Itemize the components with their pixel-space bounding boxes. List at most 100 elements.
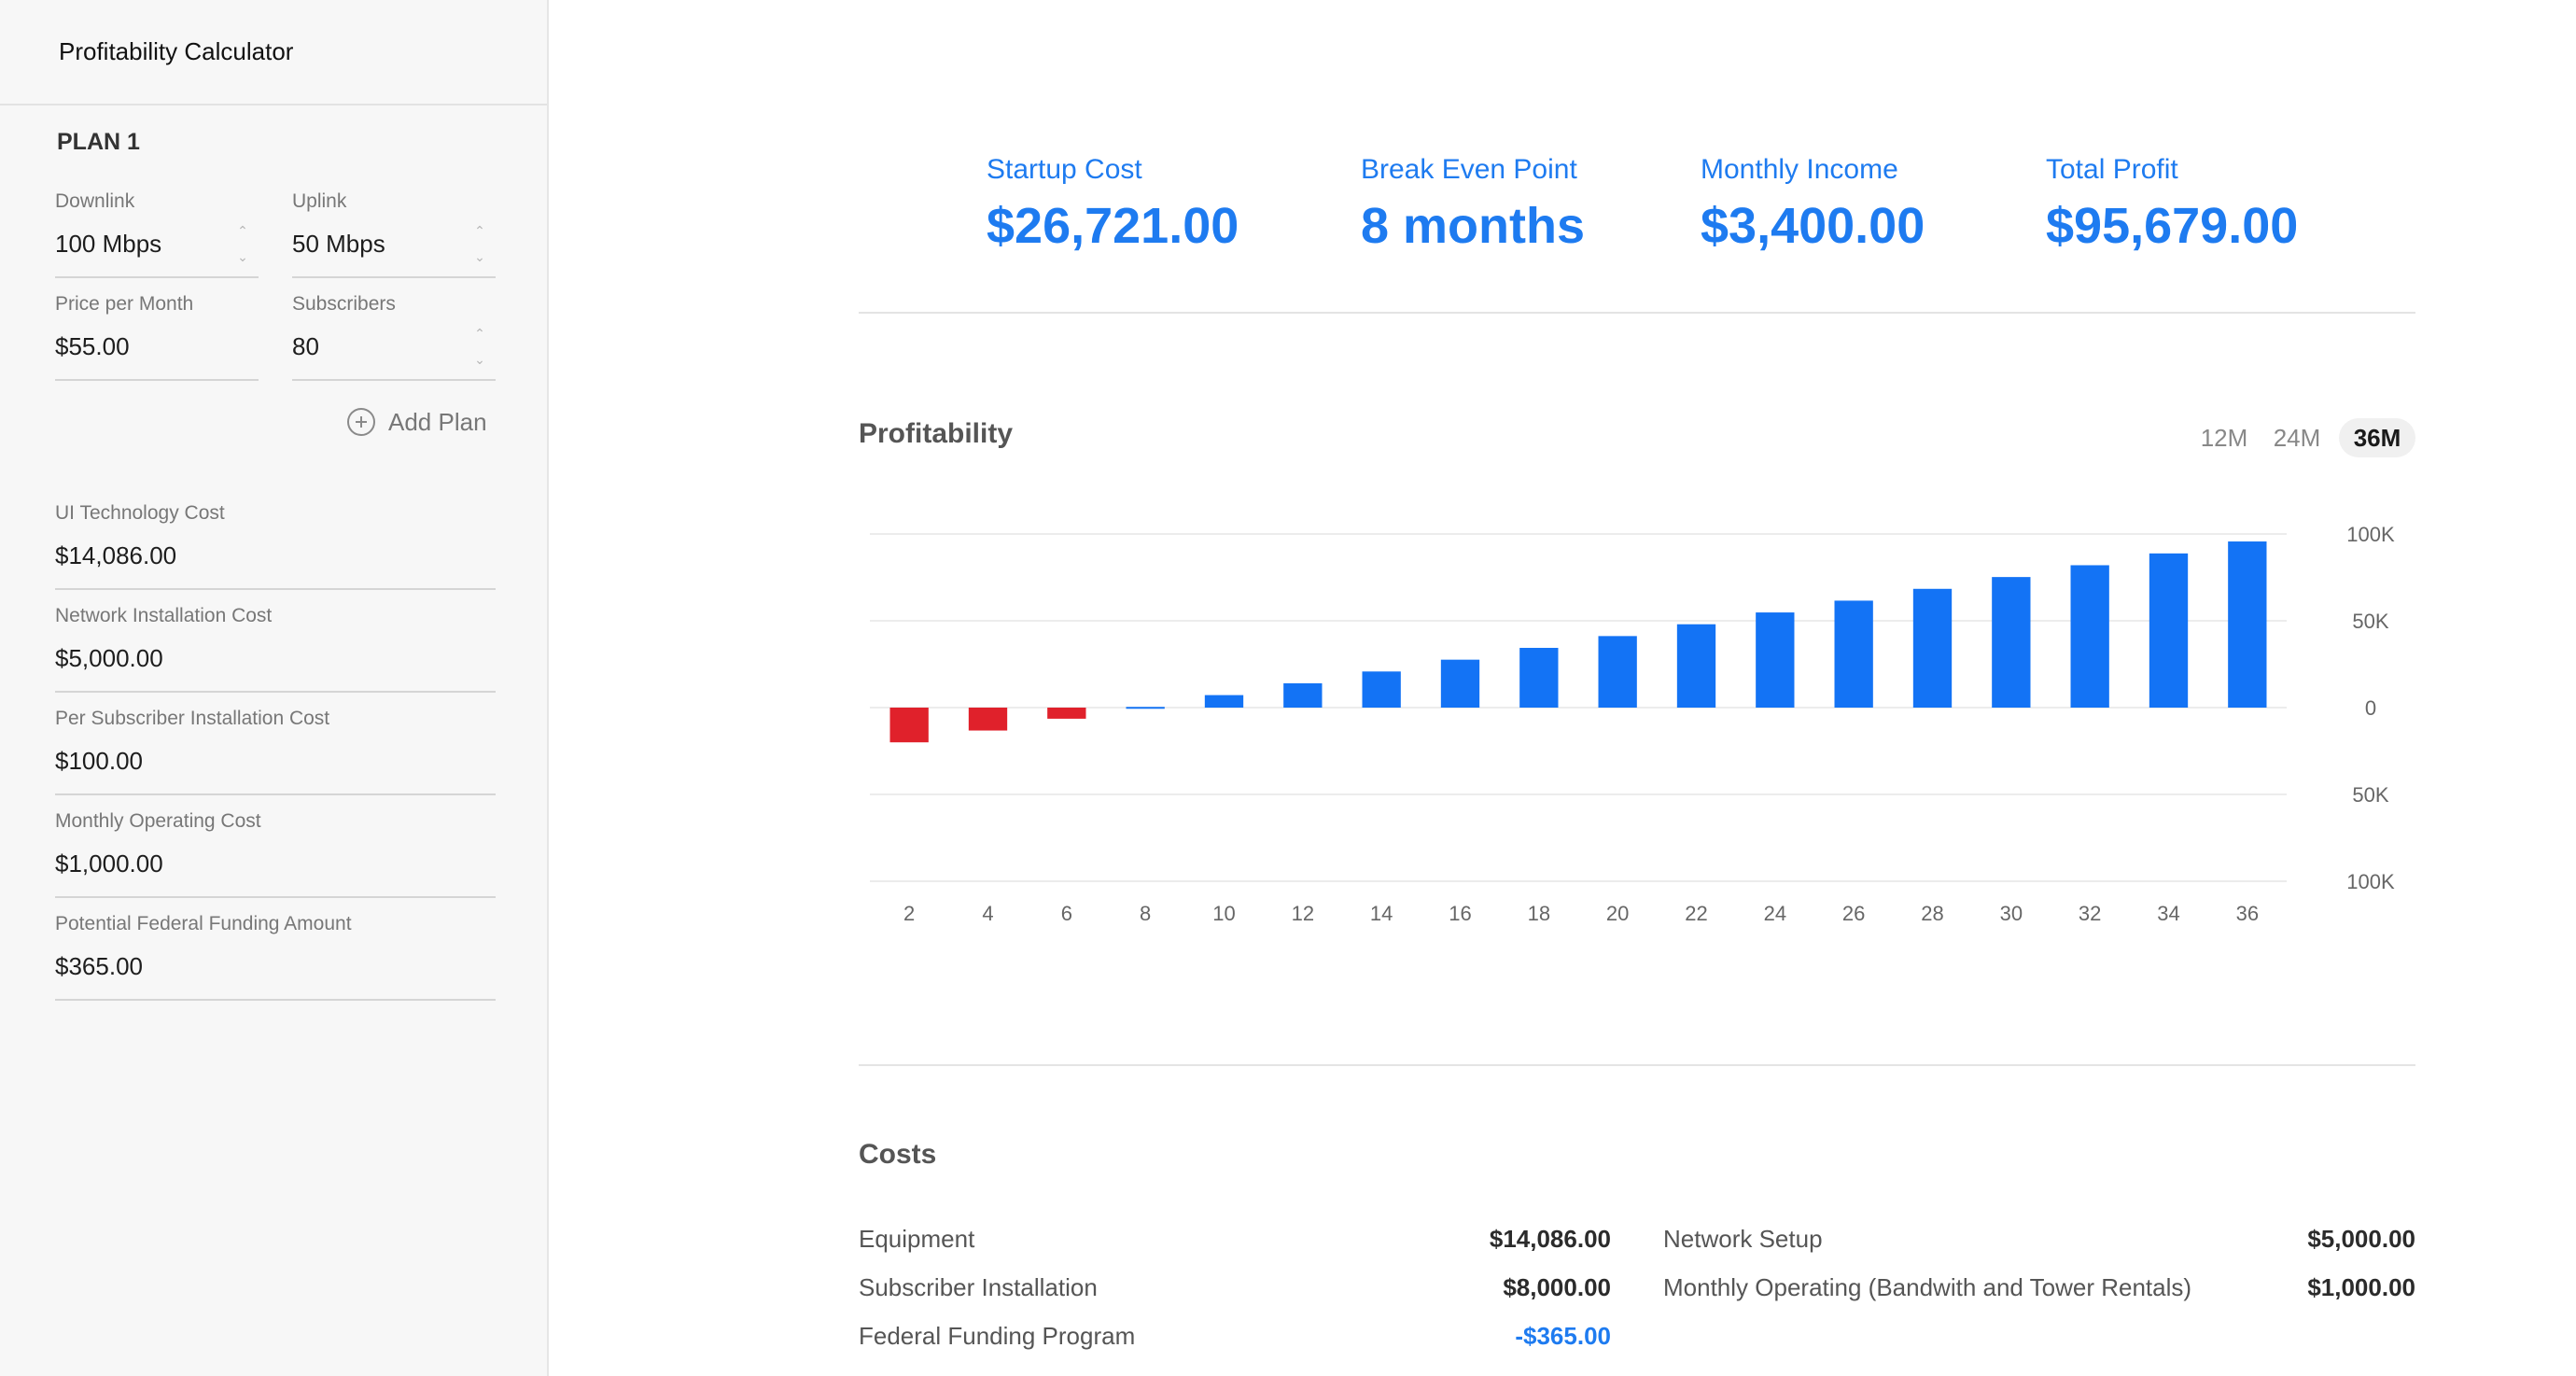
chart-bar — [2149, 553, 2189, 708]
chart-bar — [1283, 682, 1323, 708]
x-axis-labels: 2 4 6 8 10 12 14 16 18 20 22 24 26 28 30 32 34 36 — [903, 902, 2259, 925]
x-tick-label: 34 — [2157, 902, 2179, 925]
cost-label: Federal Funding Program — [859, 1322, 1136, 1350]
range-tab-36m[interactable]: 36M — [2339, 418, 2415, 457]
chart-bar — [1440, 659, 1480, 708]
uplink-stepper[interactable]: ⌃ ⌄ — [471, 224, 488, 263]
cost-value: -$365.00 — [1515, 1322, 1611, 1350]
sidebar: Profitability Calculator PLAN 1 Downlink… — [0, 0, 549, 1376]
chevron-down-icon[interactable]: ⌄ — [237, 249, 248, 264]
chevron-up-icon[interactable]: ⌃ — [474, 223, 485, 238]
cost-row-subscriber-installation: Subscriber Installation $8,000.00 — [859, 1273, 1611, 1307]
chevron-down-icon[interactable]: ⌄ — [474, 249, 485, 264]
cost-row-network-setup: Network Setup $5,000.00 — [1663, 1225, 2415, 1258]
summary-divider — [859, 312, 2415, 314]
chart-title: Profitability — [859, 418, 1014, 449]
x-tick-label: 32 — [2079, 902, 2101, 925]
plus-circle-icon[interactable] — [347, 408, 375, 436]
plan-heading: PLAN 1 — [57, 129, 140, 155]
chart-bar — [2228, 541, 2267, 708]
break-even-value: 8 months — [1361, 198, 1586, 254]
monthly-operating-cost-label: Monthly Operating Cost — [55, 810, 261, 832]
x-tick-label: 22 — [1685, 902, 1707, 925]
chevron-up-icon[interactable]: ⌃ — [237, 223, 248, 238]
monthly-income-label: Monthly Income — [1701, 154, 1898, 185]
y-tick-label: 50K — [2352, 610, 2388, 633]
x-tick-label: 36 — [2236, 902, 2259, 925]
chart-divider — [859, 1064, 2415, 1066]
y-tick-label: 100K — [2346, 870, 2395, 893]
subscribers-field[interactable]: Subscribers 80 ⌃ ⌄ — [292, 293, 496, 381]
y-tick-label: 50K — [2352, 783, 2388, 807]
profitability-chart: 2 4 6 8 10 12 14 16 18 20 22 24 26 28 30 32 34 36 100K50K… — [870, 523, 2395, 925]
chart-bar — [1992, 577, 2031, 708]
y-axis-labels: 100K 50K 0 50K 100K — [2346, 523, 2395, 893]
chart-bar — [1756, 612, 1795, 708]
downlink-stepper[interactable]: ⌃ ⌄ — [234, 224, 251, 263]
chart-bar — [889, 708, 929, 743]
network-installation-cost-label: Network Installation Cost — [55, 605, 273, 626]
chart-bar — [2070, 565, 2109, 708]
x-tick-label: 24 — [1764, 902, 1786, 925]
network-installation-cost-field[interactable]: Network Installation Cost $5,000.00 — [55, 605, 496, 693]
total-profit-value: $95,679.00 — [2046, 198, 2299, 254]
ui-technology-cost-label: UI Technology Cost — [55, 502, 225, 524]
x-tick-label: 2 — [903, 902, 915, 925]
network-installation-cost-input[interactable]: $5,000.00 — [55, 644, 163, 672]
x-tick-label: 4 — [982, 902, 993, 925]
monthly-income-value: $3,400.00 — [1701, 198, 1925, 254]
per-subscriber-installation-cost-label: Per Subscriber Installation Cost — [55, 708, 330, 729]
ui-technology-cost-field[interactable]: UI Technology Cost $14,086.00 — [55, 502, 496, 590]
monthly-operating-cost-field[interactable]: Monthly Operating Cost $1,000.00 — [55, 810, 496, 898]
downlink-field[interactable]: Downlink 100 Mbps ⌃ ⌄ — [55, 190, 259, 278]
per-subscriber-installation-cost-field[interactable]: Per Subscriber Installation Cost $100.00 — [55, 708, 496, 795]
app-title: Profitability Calculator — [59, 37, 294, 65]
cost-label: Network Setup — [1663, 1225, 1823, 1253]
downlink-label: Downlink — [55, 190, 135, 212]
monthly-operating-cost-input[interactable]: $1,000.00 — [55, 849, 163, 878]
x-tick-label: 14 — [1370, 902, 1393, 925]
federal-funding-amount-field[interactable]: Potential Federal Funding Amount $365.00 — [55, 913, 496, 1001]
per-subscriber-installation-cost-input[interactable]: $100.00 — [55, 747, 143, 775]
uplink-field[interactable]: Uplink 50 Mbps ⌃ ⌄ — [292, 190, 496, 278]
cost-value: $14,086.00 — [1489, 1225, 1611, 1253]
federal-funding-amount-label: Potential Federal Funding Amount — [55, 913, 352, 934]
chart-bars — [889, 541, 2267, 743]
chart-bar — [1519, 648, 1559, 708]
price-per-month-input[interactable]: $55.00 — [55, 332, 130, 360]
chart-grid — [870, 533, 2287, 882]
cost-value: $5,000.00 — [2307, 1225, 2415, 1253]
range-tab-24m[interactable]: 24M — [2273, 424, 2321, 452]
total-profit-stat: Total Profit $95,679.00 — [2046, 154, 2298, 255]
x-tick-label: 30 — [2000, 902, 2023, 925]
total-profit-label: Total Profit — [2046, 154, 2178, 185]
subscribers-input[interactable]: 80 — [292, 332, 319, 360]
add-plan-button[interactable]: Add Plan — [347, 403, 487, 441]
uplink-input[interactable]: 50 Mbps — [292, 230, 385, 258]
uplink-label: Uplink — [292, 190, 347, 212]
y-tick-label: 0 — [2365, 696, 2376, 720]
subscribers-label: Subscribers — [292, 293, 396, 315]
monthly-income-stat: Monthly Income $3,400.00 — [1701, 154, 1925, 255]
downlink-input[interactable]: 100 Mbps — [55, 230, 162, 258]
federal-funding-amount-input[interactable]: $365.00 — [55, 952, 143, 980]
subscribers-stepper[interactable]: ⌃ ⌄ — [471, 327, 488, 366]
chart-bar — [1912, 588, 1953, 708]
chart-bar — [1598, 636, 1637, 708]
x-tick-label: 18 — [1528, 902, 1550, 925]
add-plan-label[interactable]: Add Plan — [388, 407, 487, 436]
ui-technology-cost-input[interactable]: $14,086.00 — [55, 541, 177, 569]
chart-bar — [1126, 707, 1165, 709]
cost-value: $1,000.00 — [2307, 1273, 2415, 1301]
chart-bar — [1047, 708, 1086, 719]
x-tick-label: 26 — [1842, 902, 1865, 925]
cost-label: Subscriber Installation — [859, 1273, 1098, 1301]
cost-row-equipment: Equipment $14,086.00 — [859, 1225, 1611, 1258]
chevron-up-icon[interactable]: ⌃ — [474, 326, 485, 341]
chart-bar — [1204, 695, 1244, 708]
chevron-down-icon[interactable]: ⌄ — [474, 352, 485, 367]
range-tab-12m[interactable]: 12M — [2200, 424, 2248, 452]
x-tick-label: 10 — [1212, 902, 1235, 925]
price-per-month-field[interactable]: Price per Month $55.00 — [55, 293, 259, 381]
startup-cost-stat: Startup Cost $26,721.00 — [987, 154, 1239, 255]
